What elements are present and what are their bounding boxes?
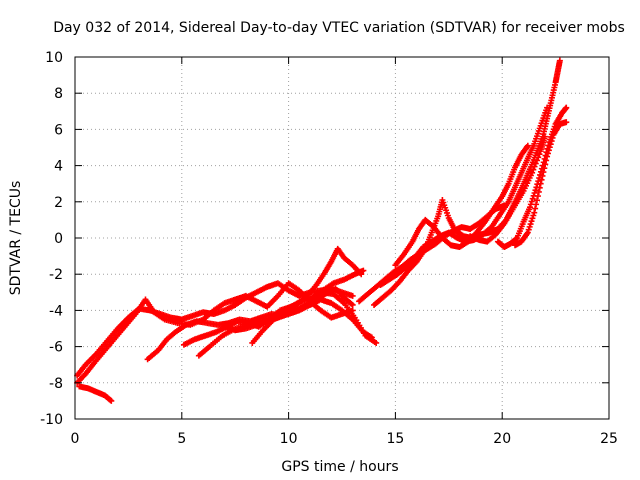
data-point-marker [563, 119, 570, 126]
data-point-marker [540, 169, 547, 176]
data-point-marker [530, 212, 537, 219]
y-axis-label: SDTVAR / TECUs [8, 181, 24, 296]
data-point-marker [563, 104, 570, 111]
data-point-marker [108, 397, 115, 404]
x-tick-label: 20 [493, 431, 511, 447]
data-point-marker [537, 180, 544, 187]
data-point-marker [525, 226, 532, 233]
series-track-15 [512, 119, 570, 249]
data-point-marker [524, 142, 531, 149]
data-point-marker [556, 57, 563, 64]
data-point-marker [534, 193, 541, 200]
data-point-marker [536, 184, 543, 191]
data-point-marker [533, 197, 540, 204]
data-point-marker [545, 147, 552, 154]
y-tick-label: 6 [54, 122, 63, 138]
data-point-marker [536, 151, 543, 158]
data-point-marker [544, 150, 551, 157]
series-track-8 [249, 245, 365, 346]
data-point-marker [360, 267, 367, 274]
data-point-marker [549, 134, 556, 141]
x-tick-label: 25 [600, 431, 618, 447]
data-point-marker [529, 215, 536, 222]
x-tick-label: 10 [280, 431, 298, 447]
series-track-2 [76, 383, 115, 404]
y-tick-label: -6 [49, 340, 63, 356]
data-point-marker [535, 188, 542, 195]
data-point-marker [529, 195, 536, 202]
data-point-marker [532, 160, 539, 167]
y-tick-label: -10 [40, 412, 63, 428]
y-tick-label: -8 [49, 376, 63, 392]
y-tick-label: -2 [49, 267, 63, 283]
data-point-marker [531, 209, 538, 216]
data-points [74, 57, 570, 404]
data-point-marker [368, 334, 375, 341]
data-point-marker [527, 221, 534, 228]
data-point-marker [526, 223, 533, 230]
y-tick-label: 8 [54, 86, 63, 102]
data-point-marker [539, 172, 546, 179]
axis-ticks: 0 5 10 15 20 25 -10 -8 -6 -4 -2 0 2 4 6 8 10 [40, 50, 618, 447]
series-track-14 [494, 104, 570, 251]
data-point-marker [547, 141, 554, 148]
data-point-marker [349, 301, 356, 308]
y-tick-label: 2 [54, 195, 63, 211]
data-point-marker [532, 205, 539, 212]
data-point-marker [543, 157, 550, 164]
series-track-11 [377, 104, 551, 289]
data-point-marker [541, 165, 548, 172]
data-point-marker [349, 292, 356, 299]
data-point-marker [533, 201, 540, 208]
data-point-marker [528, 218, 535, 225]
y-tick-label: 0 [54, 231, 63, 247]
data-point-marker [546, 144, 553, 151]
data-point-marker [358, 271, 365, 278]
data-point-marker [532, 187, 539, 194]
y-tick-label: 10 [45, 50, 63, 66]
data-point-marker [528, 198, 535, 205]
data-point-marker [538, 176, 545, 183]
data-point-marker [527, 201, 534, 208]
data-point-marker [544, 153, 551, 160]
series-track-13 [467, 57, 563, 245]
data-point-marker [526, 204, 533, 211]
x-tick-label: 0 [71, 431, 80, 447]
x-tick-label: 15 [386, 431, 404, 447]
grid-lines [75, 57, 609, 419]
data-point-marker [548, 138, 555, 145]
chart-title: Day 032 of 2014, Sidereal Day-to-day VTE… [53, 20, 625, 36]
x-tick-label: 5 [177, 431, 186, 447]
y-tick-label: 4 [54, 159, 63, 175]
x-axis-label: GPS time / hours [281, 459, 398, 475]
y-tick-label: -4 [49, 303, 63, 319]
data-point-marker [542, 161, 549, 168]
series-track-12 [392, 142, 531, 269]
data-point-marker [531, 190, 538, 197]
data-point-marker [524, 229, 531, 236]
data-point-marker [373, 339, 380, 346]
